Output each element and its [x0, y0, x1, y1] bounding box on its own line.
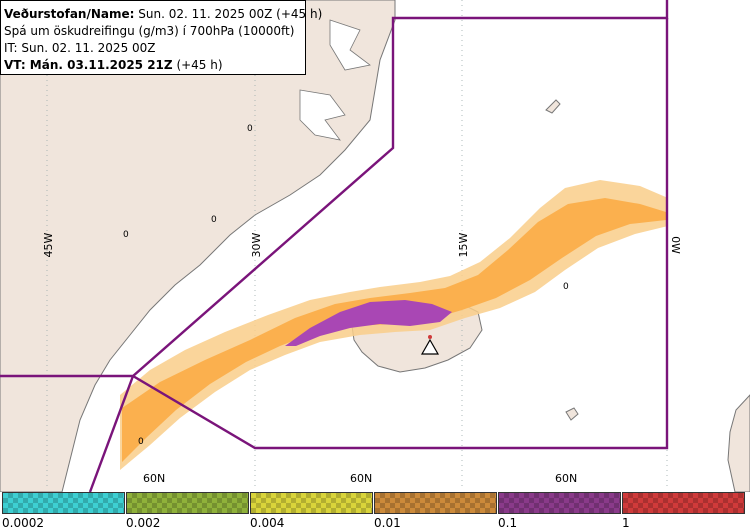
greenland-land — [0, 0, 396, 492]
info-line-name: Veðurstofan/Name: Sun. 02. 11. 2025 00Z … — [4, 6, 322, 23]
fir-boundary-lower — [132, 18, 669, 450]
greenland-fjord — [299, 89, 346, 141]
faroe-islands — [565, 407, 579, 421]
lat-label-60n-2: 60N — [350, 472, 372, 485]
forecast-info-box: Veðurstofan/Name: Sun. 02. 11. 2025 00Z … — [0, 0, 322, 75]
lon-label-0w: 0W — [669, 236, 682, 254]
legend-swatch-6 — [622, 492, 745, 514]
lon-label-15w: 15W — [457, 232, 470, 257]
lat-label-60n-3: 60N — [555, 472, 577, 485]
ash-mid-layer — [122, 198, 666, 462]
legend-swatch-1 — [2, 492, 125, 514]
info-line-valid-time: VT: Mán. 03.11.2025 21Z (+45 h) — [4, 57, 305, 74]
info-name-value: Sun. 02. 11. 2025 00Z (+45 h) — [138, 7, 323, 21]
legend-tick-5: 1 — [622, 516, 630, 530]
legend-tick-2: 0.004 — [250, 516, 285, 530]
legend-tick-4: 0.1 — [498, 516, 518, 530]
lat-label-60n-1: 60N — [143, 472, 165, 485]
contour-label: 0 — [123, 230, 129, 240]
ash-high-layer — [285, 300, 452, 346]
fir-boundary — [0, 0, 669, 378]
info-valid-value: (+45 h) — [176, 58, 223, 72]
legend-swatch-4 — [374, 492, 497, 514]
legend-swatch-2 — [126, 492, 249, 514]
contour-label: 0 — [138, 437, 144, 447]
concentration-legend: 0.0002 0.002 0.004 0.01 0.1 1 — [0, 492, 750, 532]
volcano-point — [428, 335, 432, 339]
greenland-fjord-2 — [329, 19, 371, 71]
info-line-issue-time: IT: Sun. 02. 11. 2025 00Z — [4, 41, 156, 55]
info-valid-label: VT: Mán. 03.11.2025 21Z — [4, 58, 173, 72]
norway-coast — [727, 394, 750, 492]
lon-label-30w: 30W — [250, 232, 263, 257]
legend-tick-3: 0.01 — [374, 516, 401, 530]
legend-swatch-5 — [498, 492, 621, 514]
info-line-description: Spá um öskudreifingu (g/m3) í 700hPa (10… — [4, 24, 295, 38]
contour-label: 0 — [247, 124, 253, 134]
info-name-label: Veðurstofan/Name: — [4, 7, 135, 21]
contour-label: 0 — [563, 282, 569, 292]
ash-forecast-map: 45W 30W 15W 0W 60N 60N 60N 0 0 0 0 0 — [0, 0, 750, 492]
fir-boundary-south — [88, 375, 135, 492]
ash-plume — [120, 180, 668, 470]
legend-tick-1: 0.002 — [126, 516, 161, 530]
legend-tick-0: 0.0002 — [2, 516, 44, 530]
volcano-marker — [420, 338, 440, 355]
lon-label-45w: 45W — [42, 232, 55, 257]
contour-label: 0 — [211, 215, 217, 225]
legend-swatch-3 — [250, 492, 373, 514]
jan-mayen-island — [545, 99, 561, 114]
